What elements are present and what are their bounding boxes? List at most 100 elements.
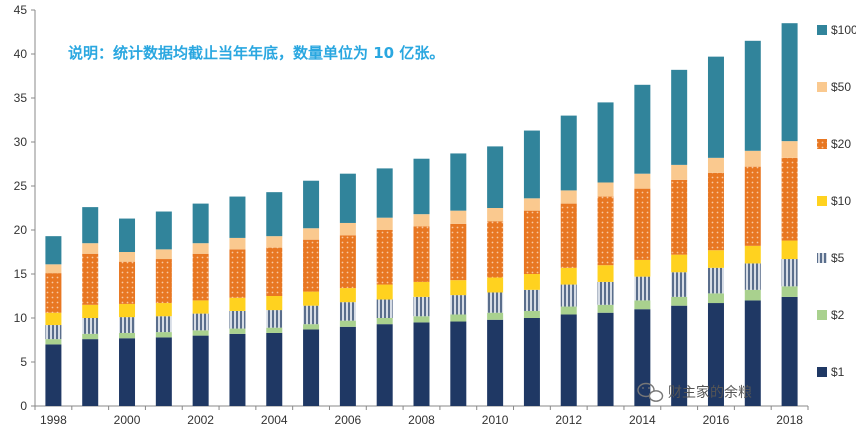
bar-segment-usd2-2010 bbox=[487, 312, 504, 320]
bar-segment-usd50-2002 bbox=[192, 243, 209, 254]
bar-segment-usd2-2011 bbox=[523, 310, 540, 318]
bar-segment-usd1-1998 bbox=[45, 344, 62, 406]
bar-segment-usd50-2018 bbox=[781, 141, 798, 158]
bar-segment-usd20-2006 bbox=[339, 235, 356, 289]
bar-segment-usd5-1999 bbox=[82, 318, 99, 334]
legend-swatch bbox=[817, 196, 827, 206]
bar-segment-usd1-2012 bbox=[560, 314, 577, 406]
watermark-text: 财主家的余粮 bbox=[668, 384, 752, 401]
legend-label: $5 bbox=[831, 251, 845, 265]
bar-segment-usd2-2004 bbox=[266, 327, 283, 333]
bar-segment-usd10-2013 bbox=[597, 265, 614, 282]
bar-segment-usd20-2003 bbox=[229, 249, 246, 298]
bar-segment-usd100-2001 bbox=[155, 211, 172, 250]
legend-label: $50 bbox=[831, 80, 851, 94]
bar-segment-usd10-2016 bbox=[707, 250, 724, 268]
bar-segment-usd2-2014 bbox=[634, 300, 651, 310]
bar-segment-usd10-2014 bbox=[634, 259, 651, 277]
bar-segment-usd5-2013 bbox=[597, 281, 614, 305]
legend-label: $100 bbox=[831, 23, 856, 37]
legend: $100 $50 $20 $10 $5 $2 $1 bbox=[817, 23, 856, 379]
y-tick-label: 5 bbox=[20, 355, 27, 369]
bar-segment-usd2-1999 bbox=[82, 333, 99, 340]
bar-segment-usd20-2013 bbox=[597, 196, 614, 266]
legend-item-usd20: $20 bbox=[817, 137, 851, 151]
bar-segment-usd20-2001 bbox=[155, 259, 172, 304]
bar-segment-usd10-2004 bbox=[266, 296, 283, 311]
bar-segment-usd2-2018 bbox=[781, 286, 798, 297]
bar-segment-usd100-2003 bbox=[229, 196, 246, 238]
y-tick-label: 10 bbox=[14, 311, 28, 325]
bar-segment-usd100-2015 bbox=[671, 69, 688, 165]
bars bbox=[45, 23, 798, 406]
bar-stack-2013 bbox=[597, 102, 614, 406]
bar-segment-usd50-2014 bbox=[634, 173, 651, 189]
bar-stack-2008 bbox=[413, 158, 430, 406]
legend-label: $2 bbox=[831, 308, 845, 322]
bar-segment-usd50-2013 bbox=[597, 182, 614, 197]
bar-segment-usd1-2015 bbox=[671, 305, 688, 406]
bar-segment-usd20-2012 bbox=[560, 203, 577, 268]
y-tick-label: 30 bbox=[14, 135, 28, 149]
legend-item-usd1: $1 bbox=[817, 365, 845, 379]
bar-segment-usd1-2005 bbox=[303, 329, 320, 406]
bar-segment-usd1-2011 bbox=[523, 318, 540, 406]
bar-segment-usd100-2017 bbox=[744, 40, 761, 151]
bar-segment-usd50-2010 bbox=[487, 208, 504, 222]
bar-stack-2017 bbox=[744, 40, 761, 406]
bar-segment-usd10-2001 bbox=[155, 303, 172, 317]
bar-segment-usd10-2011 bbox=[523, 274, 540, 290]
bar-segment-usd1-2013 bbox=[597, 312, 614, 406]
bar-segment-usd20-2016 bbox=[707, 172, 724, 251]
bar-segment-usd100-2004 bbox=[266, 192, 283, 237]
chart-annotation: 说明：统计数据均截止当年年底，数量单位为 10 亿张。 bbox=[68, 44, 444, 62]
bar-segment-usd20-2009 bbox=[450, 223, 467, 281]
bar-segment-usd5-2015 bbox=[671, 272, 688, 297]
bar-segment-usd100-2000 bbox=[119, 218, 136, 252]
bar-segment-usd100-1999 bbox=[82, 207, 99, 244]
bar-segment-usd5-2009 bbox=[450, 295, 467, 315]
legend-item-usd2: $2 bbox=[817, 308, 845, 322]
bar-stack-2004 bbox=[266, 192, 283, 406]
bar-segment-usd50-2007 bbox=[376, 217, 393, 230]
bar-segment-usd50-2017 bbox=[744, 150, 761, 167]
legend-item-usd50: $50 bbox=[817, 80, 851, 94]
bar-segment-usd50-2006 bbox=[339, 222, 356, 236]
legend-swatch bbox=[817, 82, 827, 92]
bar-segment-usd100-1998 bbox=[45, 236, 62, 265]
bar-segment-usd50-2000 bbox=[119, 252, 136, 262]
bar-segment-usd2-2008 bbox=[413, 316, 430, 323]
y-tick-label: 15 bbox=[14, 267, 28, 281]
bar-segment-usd100-2006 bbox=[339, 173, 356, 223]
legend-item-usd5: $5 bbox=[817, 251, 845, 265]
bar-segment-usd100-2008 bbox=[413, 158, 430, 215]
bar-stack-2015 bbox=[671, 69, 688, 406]
bar-segment-usd5-2000 bbox=[119, 317, 136, 333]
bar-segment-usd100-2005 bbox=[303, 180, 320, 229]
bar-segment-usd100-2010 bbox=[487, 146, 504, 208]
wechat-icon bbox=[637, 382, 664, 402]
bar-segment-usd5-2011 bbox=[523, 289, 540, 311]
legend-swatch bbox=[817, 25, 827, 35]
bar-segment-usd2-2003 bbox=[229, 328, 246, 334]
bar-segment-usd10-2008 bbox=[413, 281, 430, 297]
bar-segment-usd2-2015 bbox=[671, 296, 688, 306]
bar-stack-2003 bbox=[229, 196, 246, 406]
bar-segment-usd10-2009 bbox=[450, 280, 467, 296]
bar-segment-usd20-2005 bbox=[303, 239, 320, 292]
bar-stack-2006 bbox=[339, 173, 356, 406]
legend-swatch bbox=[817, 139, 827, 149]
bar-segment-usd100-2009 bbox=[450, 153, 467, 211]
bar-segment-usd10-2012 bbox=[560, 267, 577, 285]
bar-segment-usd20-2014 bbox=[634, 188, 651, 260]
bar-segment-usd1-2008 bbox=[413, 322, 430, 406]
bar-segment-usd2-2002 bbox=[192, 330, 209, 336]
bar-segment-usd50-2001 bbox=[155, 249, 172, 260]
bar-segment-usd2-2017 bbox=[744, 289, 761, 301]
bar-segment-usd20-2015 bbox=[671, 179, 688, 255]
x-tick-label: 2008 bbox=[408, 413, 435, 427]
x-tick-label: 2012 bbox=[555, 413, 582, 427]
bar-segment-usd2-2000 bbox=[119, 332, 136, 339]
bar-segment-usd10-2005 bbox=[303, 291, 320, 306]
bar-stack-2000 bbox=[119, 218, 136, 406]
